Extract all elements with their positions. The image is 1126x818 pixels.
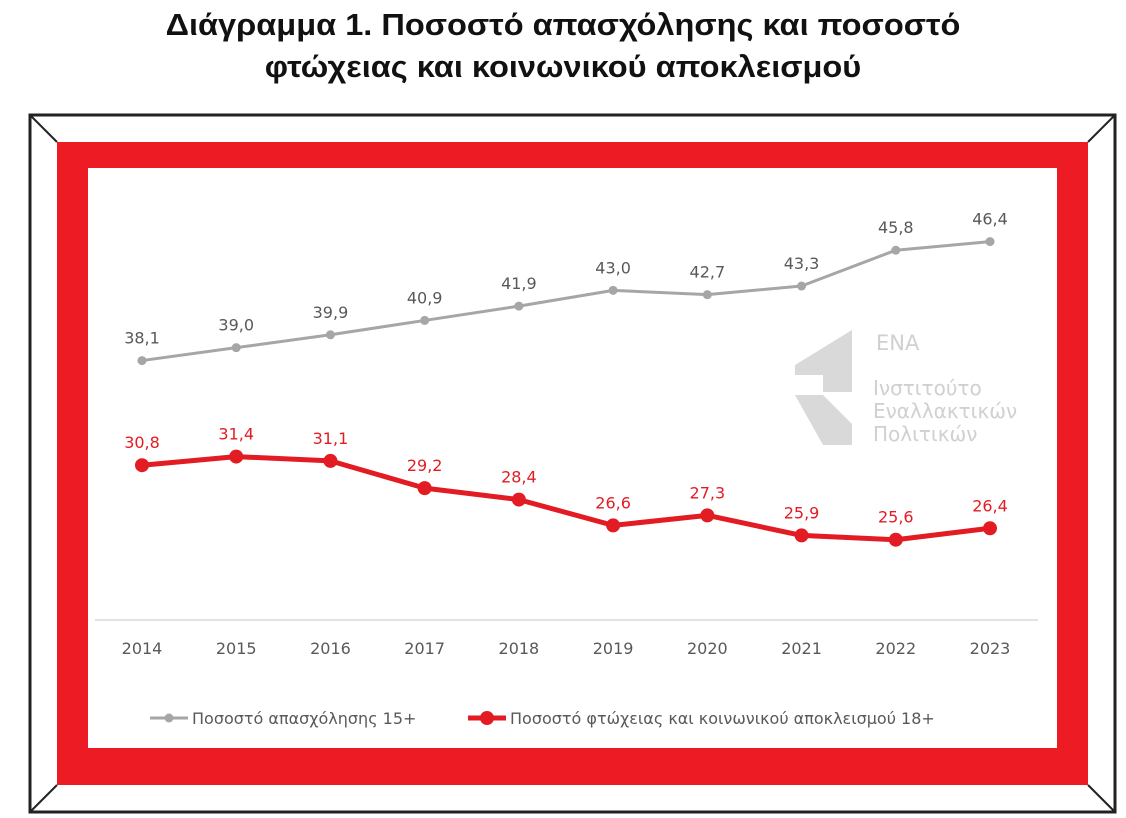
x-tick-label: 2017 (404, 639, 445, 658)
data-point (888, 532, 903, 547)
data-point (511, 492, 526, 507)
data-point (229, 449, 244, 464)
data-point (514, 301, 524, 311)
title-line-1: Διάγραμμα 1. Ποσοστό απασχόλησης και ποσ… (165, 7, 961, 42)
series-poverty: 30,8 31,4 31,1 29,2 28,4 26,6 27,3 25,9 25,6 26,4 (124, 425, 1008, 547)
x-tick-label: 2020 (687, 639, 728, 658)
x-tick-label: 2016 (310, 639, 351, 658)
legend-swatch-marker (164, 713, 174, 723)
data-point (983, 521, 997, 536)
data-point (797, 281, 807, 291)
x-tick-label: 2023 (970, 639, 1011, 658)
logo-line-2: Εναλλακτικών (873, 399, 1017, 423)
x-tick-label: 2019 (593, 639, 634, 658)
data-label: 28,4 (501, 468, 537, 487)
data-point (323, 453, 338, 468)
data-label: 41,9 (501, 274, 537, 293)
data-point (606, 518, 621, 533)
data-label: 38,1 (124, 329, 160, 348)
data-label: 29,2 (407, 456, 443, 475)
data-label: 40,9 (407, 288, 443, 307)
logo-mark-bottom (795, 395, 852, 445)
data-label: 39,9 (313, 303, 349, 322)
data-label: 30,8 (124, 433, 160, 452)
chart-title: Διάγραμμα 1. Ποσοστό απασχόλησης και ποσ… (0, 4, 1126, 88)
legend-swatch-marker (480, 711, 494, 725)
data-label: 42,7 (690, 263, 726, 282)
watermark-logo: ΕΝΑ Ινστιτούτο Εναλλακτικών Πολιτικών (795, 330, 1017, 446)
data-point (700, 508, 715, 523)
data-label: 31,1 (313, 429, 349, 448)
legend-label: Ποσοστό φτώχειας και κοινωνικού αποκλεισ… (510, 709, 935, 728)
data-label: 26,6 (595, 493, 631, 512)
data-point (985, 237, 995, 247)
data-point (417, 481, 432, 496)
data-point (325, 330, 335, 340)
x-tick-label: 2014 (122, 639, 163, 658)
logo-mark-top (795, 330, 852, 392)
data-point (608, 285, 618, 295)
x-tick-label: 2022 (875, 639, 916, 658)
logo-line-1: Ινστιτούτο (873, 376, 982, 400)
series-employment: 38,1 39,0 39,9 40,9 41,9 43,0 42,7 43,3 45,8 46,4 (124, 210, 1008, 366)
x-tick-label: 2018 (499, 639, 540, 658)
data-label: 26,4 (972, 496, 1008, 515)
x-tick-label: 2015 (216, 639, 257, 658)
data-point (702, 290, 712, 300)
legend-label: Ποσοστό απασχόλησης 15+ (192, 709, 416, 728)
title-line-2: φτώχειας και κοινωνικού αποκλεισμού (264, 49, 862, 84)
data-point (135, 458, 149, 473)
data-point (891, 245, 901, 255)
data-label: 43,0 (595, 258, 631, 277)
data-label: 39,0 (218, 316, 254, 335)
data-point (137, 356, 147, 366)
data-label: 27,3 (690, 483, 726, 502)
logo-line-3: Πολιτικών (873, 422, 977, 446)
data-label: 43,3 (784, 254, 820, 273)
data-label: 46,4 (972, 210, 1008, 229)
data-label: 31,4 (218, 425, 254, 444)
x-tick-label: 2021 (781, 639, 822, 658)
data-point (231, 343, 241, 353)
logo-name: ΕΝΑ (876, 331, 920, 355)
series-line (141, 454, 991, 543)
series-line (141, 240, 991, 363)
data-label: 25,6 (878, 508, 914, 527)
data-label: 45,8 (878, 218, 914, 237)
data-point (420, 315, 430, 325)
data-point (794, 528, 809, 543)
legend: Ποσοστό απασχόλησης 15+ Ποσοστό φτώχειας … (150, 709, 935, 728)
data-label: 25,9 (784, 503, 820, 522)
